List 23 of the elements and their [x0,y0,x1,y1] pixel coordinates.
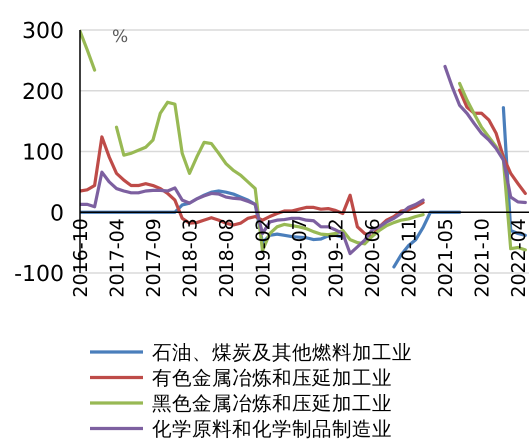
legend-label: 石油、煤炭及其他燃料加工业 [152,341,412,364]
x-tick-label: 2018-03 [180,218,202,298]
x-tick-label: 2020-06 [362,218,384,298]
y-tick-label: 0 [50,201,64,226]
annotation: % [112,27,128,47]
x-tick-label: 2020-11 [398,218,420,298]
x-tick-label: 2021-05 [435,218,457,298]
x-tick-label: 2019-12 [326,218,348,298]
x-tick-label: 2018-08 [216,218,238,298]
x-tick-label: 2017-09 [143,218,165,298]
x-tick-label: 2016-10 [70,218,92,298]
y-tick-label: -100 [14,262,64,287]
x-tick-label: 2019-07 [289,218,311,298]
y-tick-label: 200 [22,80,64,105]
x-tick-label: 2017-04 [106,218,128,298]
x-tick-label: 2021-10 [472,218,494,298]
x-tick-label: 2019-02 [252,218,274,298]
legend-label: 黑色金属冶炼和压延加工业 [152,392,392,415]
legend-label: 有色金属冶炼和压延加工业 [152,366,392,390]
y-tick-label: 300 [22,19,64,44]
x-tick-label: 2022-04 [508,218,529,298]
y-tick-label: 100 [22,140,64,166]
legend-label: 化学原料和化学制品制造业 [152,418,392,440]
